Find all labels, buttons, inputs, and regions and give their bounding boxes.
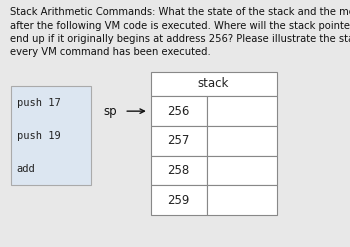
Text: push 19: push 19 [17, 131, 61, 141]
Text: sp: sp [103, 105, 117, 118]
Text: 259: 259 [167, 194, 190, 206]
Text: Stack Arithmetic Commands: What the state of the stack and the memory
after the : Stack Arithmetic Commands: What the stat… [10, 7, 350, 57]
Bar [206, 185, 276, 215]
Text: 258: 258 [167, 164, 190, 177]
Bar [206, 126, 276, 156]
Text: add: add [17, 164, 36, 174]
Bar [150, 96, 206, 126]
Bar [206, 96, 276, 126]
Text: 256: 256 [167, 105, 190, 118]
Bar [206, 156, 276, 185]
Text: 257: 257 [167, 134, 190, 147]
Text: push 17: push 17 [17, 98, 61, 108]
Bar [150, 126, 206, 156]
Bar [150, 72, 276, 96]
Bar [10, 86, 91, 185]
Bar [150, 156, 206, 185]
Bar [150, 185, 206, 215]
Text: stack: stack [198, 78, 229, 90]
